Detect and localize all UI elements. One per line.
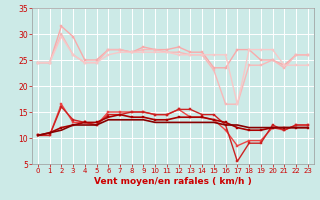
X-axis label: Vent moyen/en rafales ( km/h ): Vent moyen/en rafales ( km/h ) (94, 177, 252, 186)
